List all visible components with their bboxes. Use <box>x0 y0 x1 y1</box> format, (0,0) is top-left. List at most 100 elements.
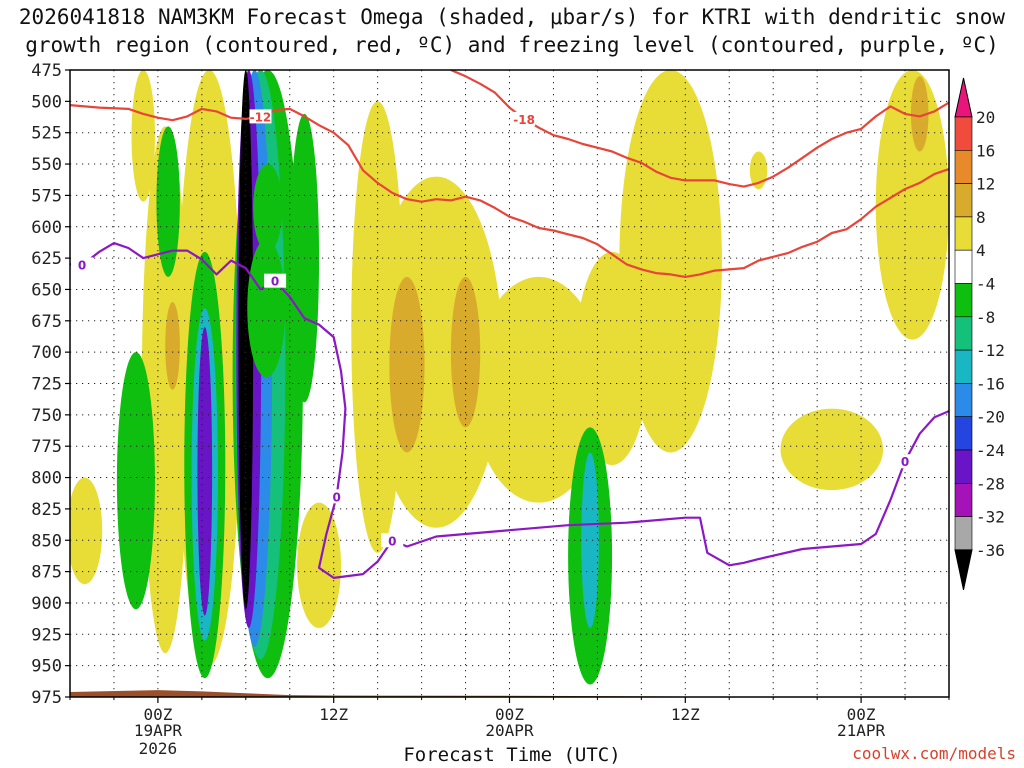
colorbar-swatch-2 <box>954 150 973 184</box>
colorbar-label-3: 8 <box>976 208 986 227</box>
omega-blob-0 <box>70 477 103 585</box>
contour-label-3: 0 <box>332 490 340 504</box>
omega-blob-15 <box>910 76 929 152</box>
omega-blob-1 <box>131 70 155 202</box>
colorbar-label-13: -36 <box>976 541 1005 560</box>
contour-label-2: 0 <box>78 258 86 272</box>
omega-blob-10 <box>389 276 425 453</box>
x-tick-date-2: 20APR <box>485 721 534 740</box>
y-tick-label-2: 525 <box>31 124 62 144</box>
colorbar-label-9: -20 <box>976 408 1005 427</box>
contour-label-bg-0 <box>249 109 272 124</box>
omega-blob-12 <box>619 70 722 453</box>
omega-blob-21 <box>197 327 213 616</box>
y-tick-label-16: 875 <box>31 563 62 583</box>
y-tick-label-4: 575 <box>31 186 62 206</box>
colorbar-swatch-3 <box>954 183 973 218</box>
y-tick-label-9: 700 <box>31 343 62 363</box>
x-tick-label-0: 00Z <box>143 705 172 724</box>
y-tick-label-12: 775 <box>31 437 62 457</box>
contour-label-5: 0 <box>388 534 396 548</box>
y-tick-label-5: 600 <box>31 218 62 238</box>
omega-blob-28 <box>253 164 283 252</box>
contour-label-0: -12 <box>250 110 272 124</box>
colorbar: 20 16 12 8 4 -4 -8 -12 -16 -20 -24 -28 -32 -36 <box>954 77 1005 591</box>
x-tick-label-1: 12Z <box>319 705 348 724</box>
y-tick-label-19: 950 <box>31 657 62 677</box>
colorbar-label-8: -16 <box>976 374 1005 393</box>
y-tick-label-7: 650 <box>31 280 62 300</box>
colorbar-swatch-12 <box>954 482 973 517</box>
contour-line-0 <box>70 104 949 278</box>
x-tick-label-2: 00Z <box>495 705 524 724</box>
y-tick-label-18: 925 <box>31 625 62 645</box>
y-tick-label-6: 625 <box>31 249 62 269</box>
chart-title-line2: growth region (contoured, red, ºC) and f… <box>25 33 999 57</box>
omega-blob-31 <box>581 452 599 629</box>
x-tick-date-4: 21APR <box>837 721 886 740</box>
y-tick-label-1: 500 <box>31 92 62 112</box>
colorbar-swatch-9 <box>954 383 973 417</box>
x-tick-year-0: 2026 <box>139 739 178 758</box>
contour-label-bg-5 <box>381 533 404 548</box>
y-tick-label-10: 725 <box>31 375 62 395</box>
colorbar-label-12: -32 <box>976 508 1005 527</box>
y-tick-label-14: 825 <box>31 500 62 520</box>
colorbar-label-2: 12 <box>976 175 995 194</box>
grid-lines <box>69 69 950 698</box>
colorbar-swatch-10 <box>954 416 973 451</box>
colorbar-swatch-13 <box>954 516 973 551</box>
omega-blob-26 <box>238 70 254 610</box>
colorbar-swatch-1 <box>954 116 973 151</box>
omega-blob-17 <box>116 352 155 610</box>
contour-label-bg-1 <box>513 111 536 126</box>
x-axis-label: Forecast Time (UTC) <box>403 744 621 766</box>
colorbar-label-6: -8 <box>976 308 995 327</box>
y-tick-label-20: 975 <box>31 688 62 708</box>
y-tick-label-17: 900 <box>31 594 62 614</box>
terrain-ground <box>70 690 949 697</box>
x-tick-label-3: 12Z <box>671 705 700 724</box>
y-tick-label-3: 550 <box>31 155 62 175</box>
contour-label-1: -18 <box>513 113 535 127</box>
omega-blob-29 <box>247 239 286 378</box>
contour-lines: -12 -18 0 0 0 0 0 <box>70 70 949 579</box>
y-axis: 475 500 525 550 575 600 625 650 675 700 725 750 775 8… <box>31 61 70 708</box>
colorbar-label-4: 4 <box>976 241 986 260</box>
y-tick-label-0: 475 <box>31 61 62 81</box>
terrain-fill <box>70 690 949 697</box>
credit-text: coolwx.com/models <box>852 744 1016 763</box>
colorbar-bottom-arrow <box>954 549 973 591</box>
omega-blob-8 <box>472 276 605 503</box>
colorbar-swatch-4 <box>954 216 973 251</box>
chart-title-line1: 2026041818 NAM3KM Forecast Omega (shaded… <box>18 5 1006 29</box>
omega-blob-13 <box>875 70 949 340</box>
colorbar-swatch-6 <box>954 283 973 318</box>
contour-label-bg-3 <box>325 489 348 504</box>
contour-label-bg-2 <box>71 257 93 272</box>
y-tick-label-8: 675 <box>31 312 62 332</box>
contour-label-4: 0 <box>271 275 279 289</box>
colorbar-label-5: -4 <box>976 275 995 294</box>
y-tick-label-15: 850 <box>31 531 62 551</box>
contour-label-bg-4 <box>264 273 287 288</box>
contour-label-bg-6 <box>894 454 917 469</box>
omega-blob-14 <box>780 408 884 491</box>
x-tick-label-4: 00Z <box>847 705 876 724</box>
colorbar-label-11: -28 <box>976 474 1005 493</box>
contour-label-6: 0 <box>901 455 909 469</box>
colorbar-label-10: -24 <box>976 441 1005 460</box>
y-tick-label-13: 800 <box>31 469 62 489</box>
y-tick-label-11: 750 <box>31 406 62 426</box>
colorbar-swatch-5 <box>954 249 973 284</box>
omega-blob-16 <box>749 151 768 190</box>
colorbar-label-1: 16 <box>976 141 995 160</box>
omega-shading <box>70 70 949 685</box>
colorbar-top-arrow <box>954 77 973 118</box>
colorbar-swatch-11 <box>954 449 973 484</box>
colorbar-swatch-7 <box>954 316 973 351</box>
omega-blob-18 <box>156 126 180 277</box>
omega-blob-4 <box>165 301 180 390</box>
colorbar-label-7: -12 <box>976 341 1005 360</box>
